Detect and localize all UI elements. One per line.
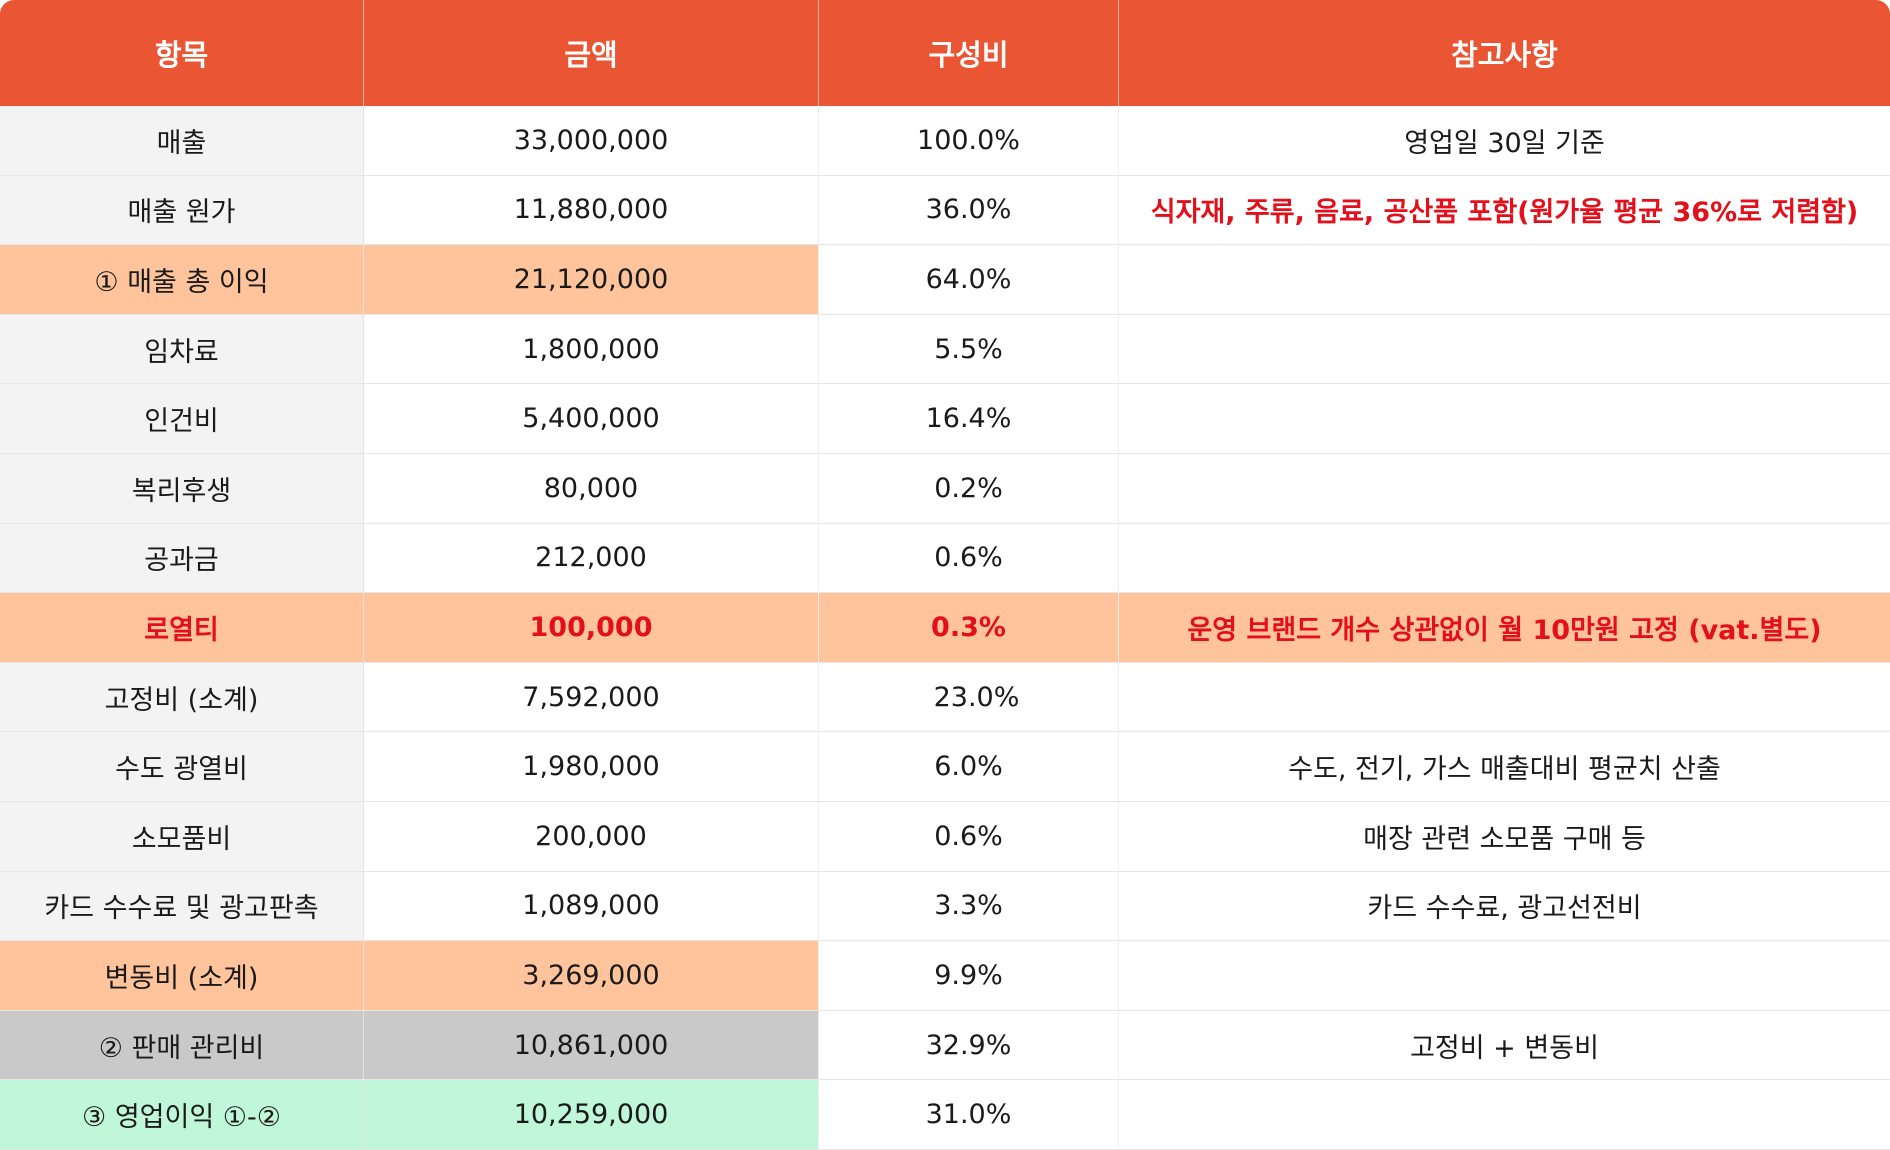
- row-royalty-note: 운영 브랜드 개수 상관없이 월 10만원 고정 (vat.별도): [1119, 593, 1890, 663]
- row-royalty-amount: 100,000: [364, 593, 819, 663]
- row-rent-amount: 1,800,000: [364, 314, 819, 385]
- header-note: 참고사항: [1119, 0, 1890, 106]
- row-rent-ratio: 5.5%: [819, 314, 1119, 385]
- row-cogs-note: 식자재, 주류, 음료, 공산품 포함(원가율 평균 36%로 저렴함): [1119, 175, 1890, 246]
- row-card-ad-item: 카드 수수료 및 광고판촉: [0, 871, 364, 942]
- row-sga-note: 고정비 + 변동비: [1119, 1010, 1890, 1081]
- row-rent-item: 임차료: [0, 314, 364, 385]
- row-sales-item: 매출: [0, 106, 364, 176]
- row-utility-ratio: 6.0%: [819, 732, 1119, 802]
- row-operating-profit-ratio: 31.0%: [819, 1080, 1119, 1150]
- row-labor-item: 인건비: [0, 384, 364, 454]
- row-labor-note: [1119, 384, 1890, 454]
- row-fixed-subtotal-item: 고정비 (소계): [0, 662, 364, 733]
- row-card-ad-note: 카드 수수료, 광고선전비: [1119, 871, 1890, 942]
- row-card-ad-amount: 1,089,000: [364, 871, 819, 942]
- row-fixed-subtotal-amount: 7,592,000: [364, 662, 819, 733]
- row-sga-item: ② 판매 관리비: [0, 1010, 364, 1081]
- row-welfare-note: [1119, 453, 1890, 524]
- row-welfare-amount: 80,000: [364, 453, 819, 524]
- row-utilities-tax-amount: 212,000: [364, 523, 819, 594]
- row-welfare-item: 복리후생: [0, 453, 364, 524]
- row-utility-item: 수도 광열비: [0, 732, 364, 802]
- row-fixed-subtotal-note: [1119, 662, 1890, 733]
- row-operating-profit-item: ③ 영업이익 ①-②: [0, 1080, 364, 1150]
- row-labor-ratio: 16.4%: [819, 384, 1119, 454]
- row-operating-profit-note: [1119, 1080, 1890, 1150]
- row-utility-note: 수도, 전기, 가스 매출대비 평균치 산출: [1119, 732, 1890, 802]
- row-gross-profit-item: ① 매출 총 이익: [0, 245, 364, 315]
- row-royalty-item: 로열티: [0, 593, 364, 663]
- header-ratio: 구성비: [819, 0, 1119, 106]
- row-utilities-tax-item: 공과금: [0, 523, 364, 594]
- row-welfare-ratio: 0.2%: [819, 453, 1119, 524]
- row-sales-ratio: 100.0%: [819, 106, 1119, 176]
- row-cogs-ratio: 36.0%: [819, 175, 1119, 246]
- row-fixed-subtotal-ratio: 23.0%: [819, 662, 1119, 733]
- row-cogs-item: 매출 원가: [0, 175, 364, 246]
- row-variable-subtotal-amount: 3,269,000: [364, 941, 819, 1011]
- row-sales-note: 영업일 30일 기준: [1119, 106, 1890, 176]
- row-rent-note: [1119, 314, 1890, 385]
- row-labor-amount: 5,400,000: [364, 384, 819, 454]
- row-variable-subtotal-item: 변동비 (소계): [0, 941, 364, 1011]
- row-supplies-item: 소모품비: [0, 801, 364, 872]
- row-variable-subtotal-ratio: 9.9%: [819, 941, 1119, 1011]
- row-operating-profit-amount: 10,259,000: [364, 1080, 819, 1150]
- row-utilities-tax-ratio: 0.6%: [819, 523, 1119, 594]
- row-card-ad-ratio: 3.3%: [819, 871, 1119, 942]
- row-cogs-amount: 11,880,000: [364, 175, 819, 246]
- row-sga-ratio: 32.9%: [819, 1010, 1119, 1081]
- row-supplies-note: 매장 관련 소모품 구매 등: [1119, 801, 1890, 872]
- row-royalty-ratio: 0.3%: [819, 593, 1119, 663]
- row-utility-amount: 1,980,000: [364, 732, 819, 802]
- row-sga-amount: 10,861,000: [364, 1010, 819, 1081]
- row-gross-profit-note: [1119, 245, 1890, 315]
- header-item: 항목: [0, 0, 364, 106]
- row-variable-subtotal-note: [1119, 941, 1890, 1011]
- row-gross-profit-amount: 21,120,000: [364, 245, 819, 315]
- row-supplies-amount: 200,000: [364, 801, 819, 872]
- row-sales-amount: 33,000,000: [364, 106, 819, 176]
- row-gross-profit-ratio: 64.0%: [819, 245, 1119, 315]
- row-supplies-ratio: 0.6%: [819, 801, 1119, 872]
- row-utilities-tax-note: [1119, 523, 1890, 594]
- header-amount: 금액: [364, 0, 819, 106]
